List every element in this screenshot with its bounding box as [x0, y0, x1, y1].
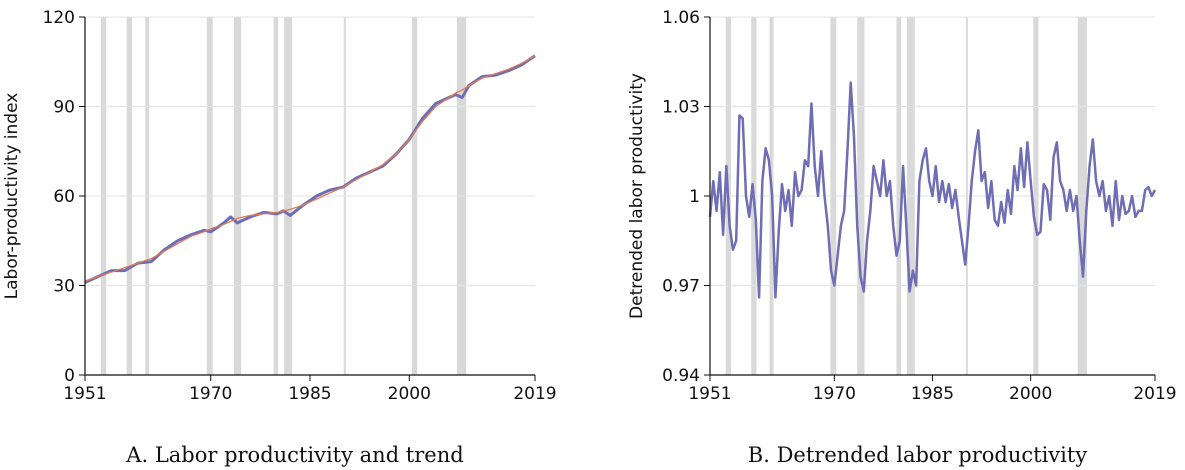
- y-axis-label: Detrended labor productivity: [627, 73, 647, 319]
- x-tick-label: 1985: [288, 384, 331, 404]
- y-tick-label: 120: [43, 8, 75, 28]
- y-tick-label: 1: [689, 187, 700, 207]
- line-series: [708, 81, 1157, 299]
- x-tick-label: 2019: [1133, 384, 1176, 404]
- x-tick-label: 2019: [513, 384, 556, 404]
- x-tick-label: 1951: [688, 384, 731, 404]
- x-tick-label: 2000: [1009, 384, 1052, 404]
- y-tick-label: 1.03: [662, 98, 700, 118]
- x-tick-label: 1970: [813, 384, 856, 404]
- y-tick-label: 30: [53, 277, 75, 297]
- x-tick-label: 2000: [388, 384, 431, 404]
- line-series: [84, 55, 536, 282]
- y-tick-label: 60: [53, 187, 75, 207]
- y-tick-label: 1.06: [662, 8, 700, 28]
- y-tick-label: 0: [64, 366, 75, 386]
- panel-caption: B. Detrended labor productivity: [748, 443, 1088, 467]
- x-tick-label: 1970: [189, 384, 232, 404]
- y-axis-label: Labor-productivity index: [2, 93, 22, 300]
- line-series: [84, 54, 536, 284]
- y-tick-label: 0.97: [662, 277, 700, 297]
- panel: 0 30 60 90 120 1951 1970 1985 2000 2019 Labor-prod…: [2, 8, 557, 467]
- panel-caption: A. Labor productivity and trend: [125, 443, 463, 467]
- y-tick-label: 0.94: [662, 366, 700, 386]
- x-tick-label: 1951: [63, 384, 106, 404]
- panel: 0.94 0.97 1 1.03 1.06 1951 1970 1985 2000 2019 Det…: [627, 8, 1177, 467]
- x-tick-label: 1985: [911, 384, 954, 404]
- y-tick-label: 90: [53, 98, 75, 118]
